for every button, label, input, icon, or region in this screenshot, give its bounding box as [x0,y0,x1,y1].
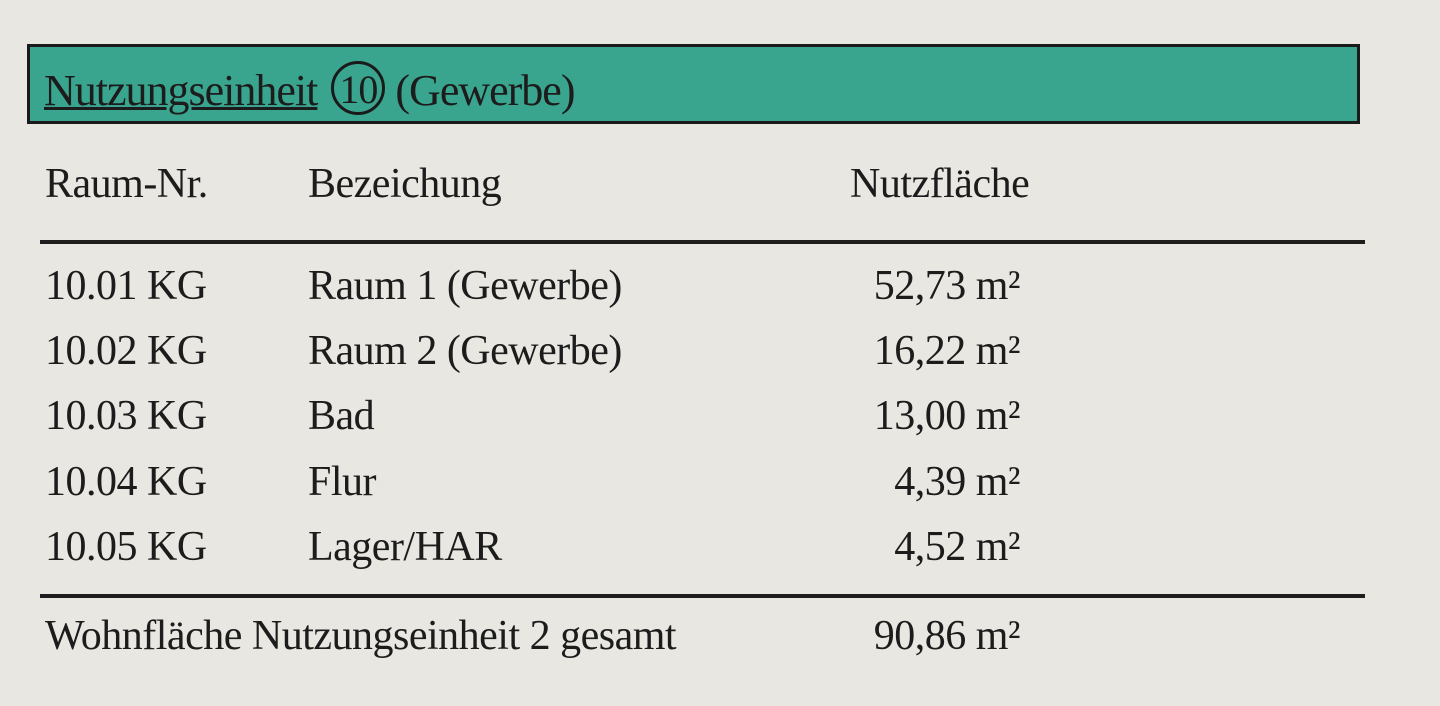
room-area: 52,73 m² [873,263,1021,309]
room-area: 16,22 m² [873,328,1021,374]
section-title: Nutzungseinheit 10 (Gewerbe) [44,61,576,116]
total-area: 90,86 m² [873,613,1021,659]
room-designation: Flur [308,459,377,505]
section-label: Nutzungseinheit [44,66,318,115]
total-label: Wohnfläche Nutzungseinheit 2 gesamt [45,613,677,659]
column-header-designation: Bezeichung [308,161,502,207]
room-designation: Raum 1 (Gewerbe) [308,263,622,309]
room-designation: Lager/HAR [308,524,502,570]
column-header-area: Nutzfläche [850,161,1030,207]
section-header-bar: Nutzungseinheit 10 (Gewerbe) [27,44,1360,124]
room-area: 13,00 m² [873,393,1021,439]
total-divider [40,594,1365,598]
room-number: 10.02 KG [45,328,207,374]
room-number: 10.01 KG [45,263,207,309]
room-designation: Raum 2 (Gewerbe) [308,328,622,374]
room-number: 10.04 KG [45,459,207,505]
column-header-room-number: Raum-Nr. [45,161,208,207]
unit-number-badge: 10 [331,61,386,115]
header-divider [40,240,1365,244]
room-number: 10.05 KG [45,524,207,570]
room-number: 10.03 KG [45,393,207,439]
room-designation: Bad [308,393,375,439]
room-area: 4,52 m² [894,524,1020,570]
section-type: (Gewerbe) [395,66,575,115]
room-area: 4,39 m² [894,459,1020,505]
